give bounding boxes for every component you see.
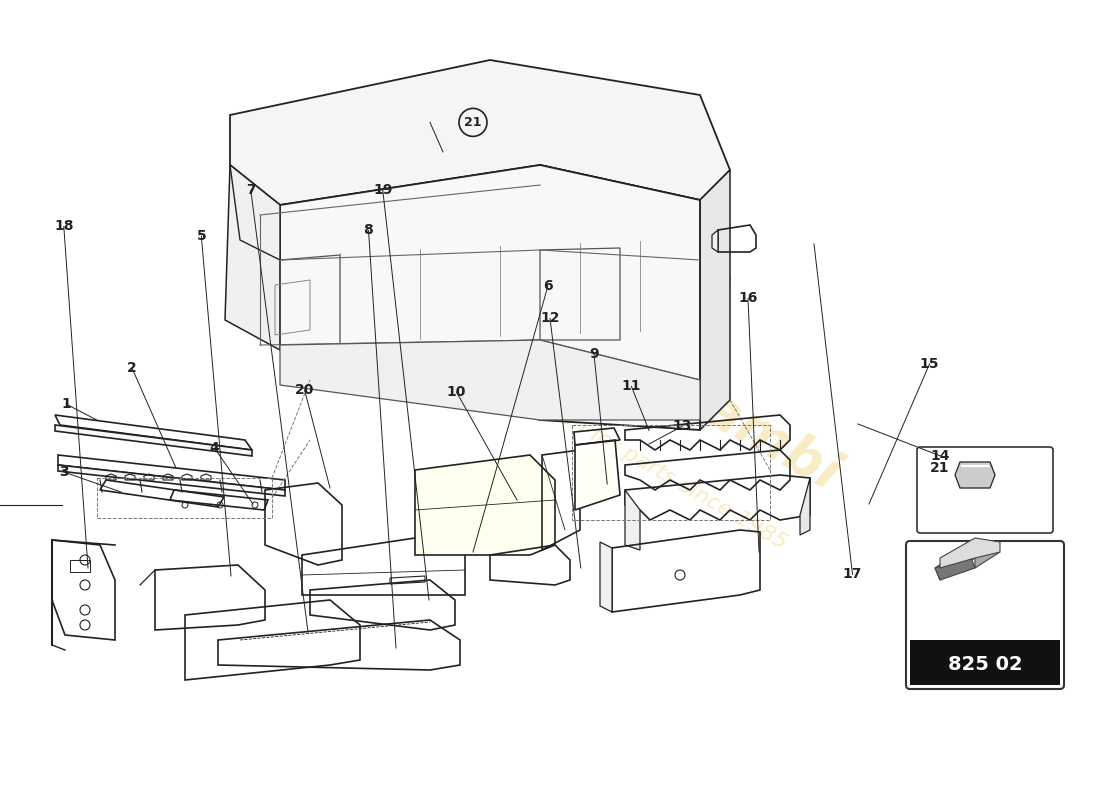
Text: 10: 10	[447, 385, 466, 399]
Text: 4: 4	[210, 441, 219, 455]
Polygon shape	[955, 462, 996, 488]
Bar	[910, 640, 1060, 685]
Polygon shape	[280, 165, 700, 430]
Text: 21: 21	[930, 461, 949, 475]
Polygon shape	[800, 478, 810, 535]
Text: euroricambi: euroricambi	[513, 278, 848, 502]
Bar	[572, 425, 770, 520]
Text: 19: 19	[373, 183, 393, 198]
Text: 21: 21	[464, 116, 482, 129]
Text: 18: 18	[54, 219, 74, 234]
Bar	[97, 478, 272, 518]
Text: 12: 12	[540, 311, 560, 326]
Text: 6: 6	[543, 279, 552, 294]
Polygon shape	[700, 170, 730, 430]
Polygon shape	[712, 230, 718, 252]
Text: 17: 17	[843, 567, 862, 582]
Text: 14: 14	[931, 449, 950, 463]
Polygon shape	[226, 165, 280, 350]
Polygon shape	[940, 538, 1000, 568]
Polygon shape	[415, 455, 556, 555]
Polygon shape	[935, 542, 1000, 580]
Text: 3: 3	[59, 465, 68, 479]
Polygon shape	[935, 555, 975, 580]
Text: 16: 16	[738, 291, 758, 306]
Text: 5: 5	[197, 229, 206, 243]
Text: 15: 15	[920, 357, 939, 371]
Polygon shape	[625, 490, 640, 550]
Text: 8: 8	[364, 223, 373, 238]
Polygon shape	[230, 165, 280, 260]
Text: 13: 13	[672, 419, 692, 434]
Polygon shape	[55, 425, 252, 456]
Text: 2: 2	[128, 361, 136, 375]
FancyBboxPatch shape	[906, 541, 1064, 689]
Text: 7: 7	[246, 183, 255, 198]
Polygon shape	[58, 465, 285, 496]
Polygon shape	[575, 440, 620, 510]
Polygon shape	[600, 542, 612, 612]
Text: 9: 9	[590, 347, 598, 362]
Text: 1: 1	[62, 397, 70, 411]
Text: 20: 20	[295, 383, 315, 398]
Polygon shape	[280, 340, 700, 420]
Polygon shape	[540, 165, 730, 315]
Text: 825 02: 825 02	[948, 655, 1022, 674]
Polygon shape	[230, 60, 730, 205]
FancyBboxPatch shape	[917, 447, 1053, 533]
Text: a passion for parts since 1985: a passion for parts since 1985	[490, 367, 791, 553]
Text: 11: 11	[621, 379, 641, 394]
